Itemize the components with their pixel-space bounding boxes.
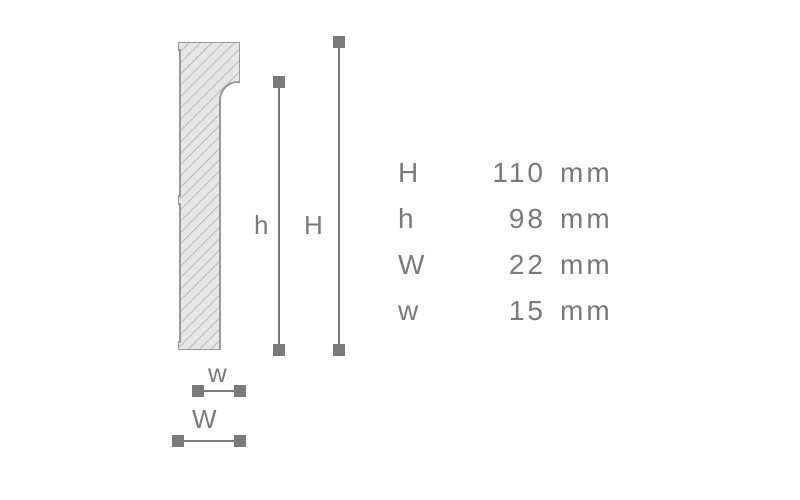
dimension-endcap [234, 385, 246, 397]
dimension-endcap [333, 344, 345, 356]
spec-unit: mm [560, 196, 613, 242]
spec-key: W [398, 242, 456, 288]
spec-row-W: W 22 mm [398, 242, 613, 288]
spec-unit: mm [560, 288, 613, 334]
dimension-endcap [192, 385, 204, 397]
dimension-endcap [333, 36, 345, 48]
spec-row-h: h 98 mm [398, 196, 613, 242]
spec-key: H [398, 150, 456, 196]
dimension-endcap [273, 76, 285, 88]
dimension-label-w: w [208, 358, 228, 389]
spec-unit: mm [560, 150, 613, 196]
dimension-endcap [273, 344, 285, 356]
spec-row-H: H 110 mm [398, 150, 613, 196]
dimension-line-H [338, 42, 340, 350]
dimension-label-W: W [192, 404, 218, 435]
dimension-label-h: h [254, 210, 269, 241]
diagram-canvas: h H w W H 110 mm h 98 mm W 22 mm w 15 mm [0, 0, 800, 500]
dimension-endcap [234, 435, 246, 447]
dimension-line-h [278, 82, 280, 350]
dimension-label-H: H [304, 210, 324, 241]
profile-cross-section [178, 42, 240, 350]
spec-row-w: w 15 mm [398, 288, 613, 334]
dimension-line-W [178, 440, 240, 442]
spec-unit: mm [560, 242, 613, 288]
spec-value: 98 [456, 196, 546, 242]
spec-value: 110 [456, 150, 546, 196]
spec-key: w [398, 288, 456, 334]
spec-table: H 110 mm h 98 mm W 22 mm w 15 mm [398, 150, 613, 334]
spec-value: 22 [456, 242, 546, 288]
spec-value: 15 [456, 288, 546, 334]
spec-key: h [398, 196, 456, 242]
dimension-endcap [172, 435, 184, 447]
